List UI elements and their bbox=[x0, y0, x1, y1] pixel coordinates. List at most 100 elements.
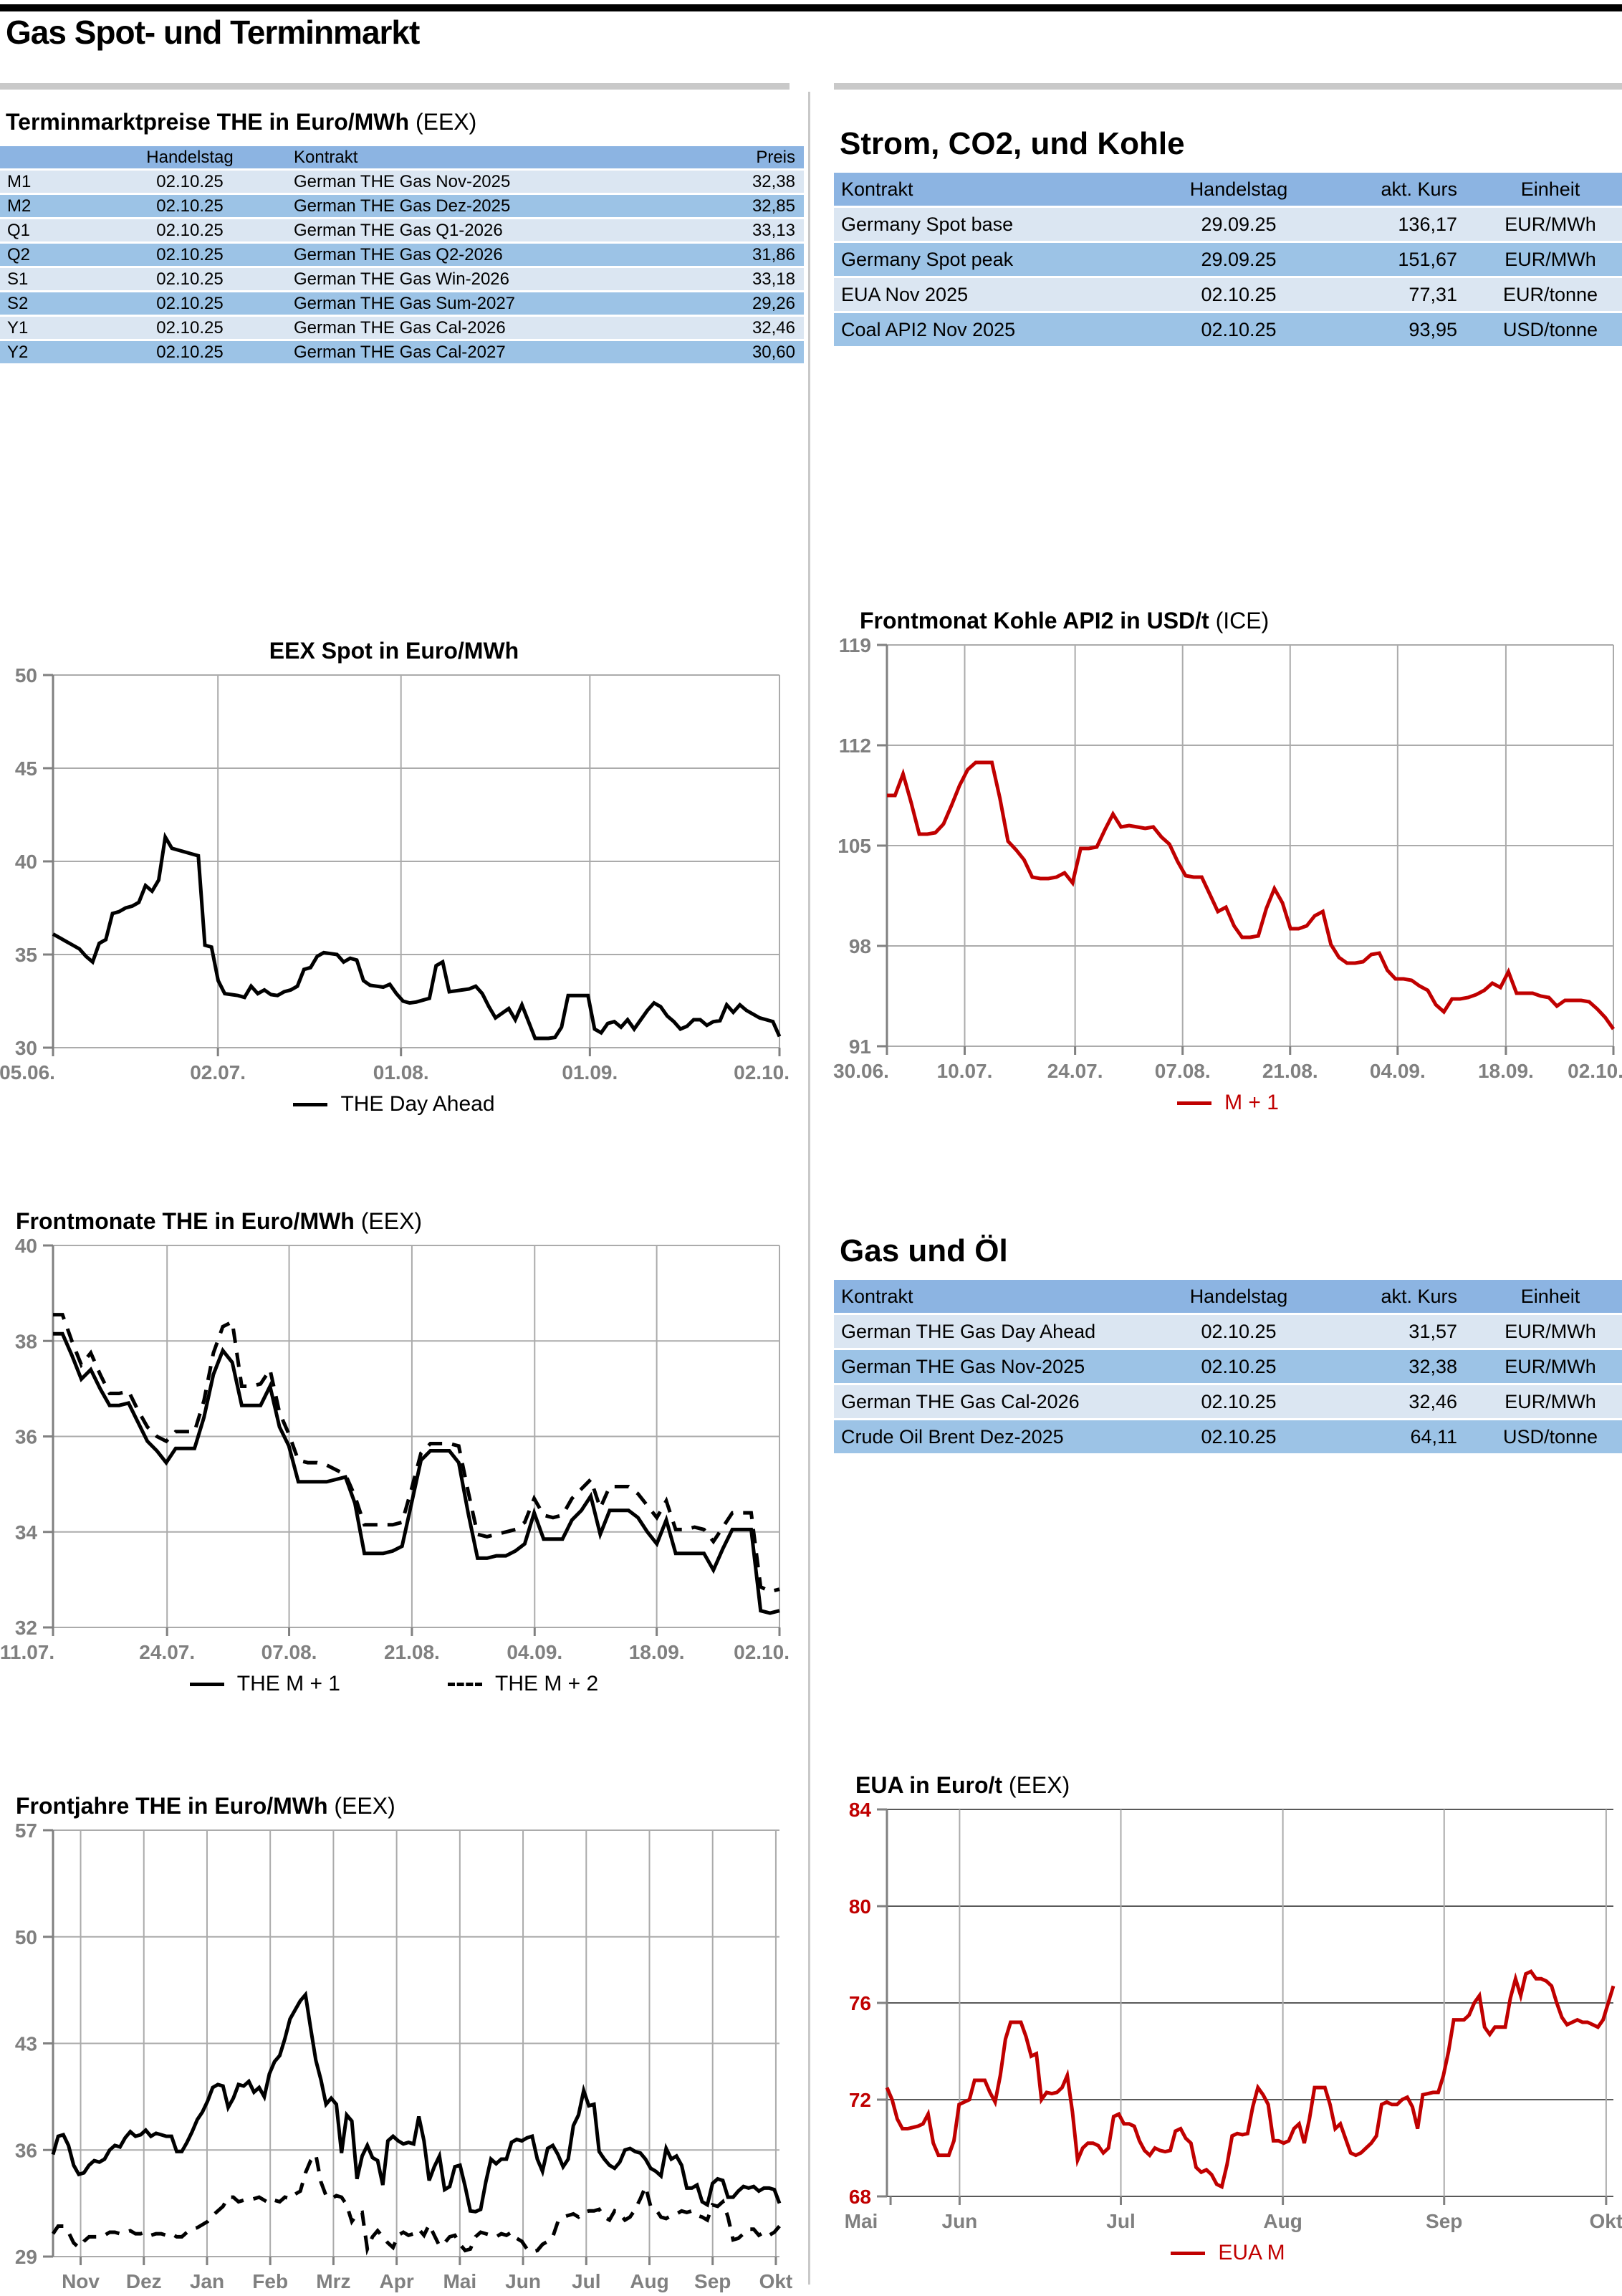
svg-text:04.09.: 04.09. bbox=[1370, 1060, 1426, 1082]
table-cell: German THE Gas Cal-2027 bbox=[294, 341, 681, 363]
table-cell: EUR/MWh bbox=[1464, 243, 1622, 276]
legend-label: EUA M bbox=[1218, 2241, 1285, 2264]
svg-text:21.08.: 21.08. bbox=[1262, 1060, 1318, 1082]
svg-text:119: 119 bbox=[839, 634, 871, 656]
legend-label: THE Day Ahead bbox=[340, 1092, 495, 1116]
table-cell: 31,57 bbox=[1335, 1315, 1464, 1348]
svg-text:01.08.: 01.08. bbox=[373, 1061, 429, 1084]
legend-label: M + 1 bbox=[1224, 1091, 1279, 1114]
legend-item: M + 1 bbox=[1177, 1091, 1279, 1115]
svg-text:68: 68 bbox=[849, 2186, 871, 2208]
column-header: Handelstag bbox=[1142, 1280, 1335, 1313]
frontjahre-the-series-the-y-1 bbox=[51, 1990, 782, 2214]
table-cell: 32,38 bbox=[681, 171, 804, 193]
table-row: Q2 02.10.25 German THE Gas Q2-2026 31,86 bbox=[0, 244, 804, 266]
table-row: German THE Gas Nov-2025 02.10.25 32,38 EUR/… bbox=[834, 1350, 1622, 1383]
table-cell: 29.09.25 bbox=[1142, 208, 1335, 241]
table-cell: German THE Gas Sum-2027 bbox=[294, 292, 681, 315]
table-row: Germany Spot base 29.09.25 136,17 EUR/MWh bbox=[834, 208, 1622, 241]
table-cell: USD/tonne bbox=[1464, 1420, 1622, 1453]
right-column-rule bbox=[834, 83, 1622, 90]
futures-table-title-suffix: (EEX) bbox=[415, 109, 477, 135]
svg-text:02.10.: 02.10. bbox=[734, 1641, 790, 1663]
column-header bbox=[0, 146, 86, 168]
power-co2-coal-title: Strom, CO2, und Kohle bbox=[840, 126, 1185, 161]
table-cell: M1 bbox=[0, 171, 86, 193]
svg-text:Jun: Jun bbox=[942, 2210, 978, 2232]
frontmonate-the-legend: THE M + 1 THE M + 2 bbox=[0, 1672, 788, 1696]
svg-text:50: 50 bbox=[15, 1926, 37, 1948]
svg-text:30: 30 bbox=[15, 1037, 37, 1059]
table-row: Crude Oil Brent Dez-2025 02.10.25 64,11 USD… bbox=[834, 1420, 1622, 1453]
svg-text:10.07.: 10.07. bbox=[937, 1060, 993, 1082]
svg-text:84: 84 bbox=[849, 1799, 872, 1821]
table-cell: 02.10.25 bbox=[1142, 1350, 1335, 1383]
svg-text:07.08.: 07.08. bbox=[261, 1641, 317, 1663]
column-header: Einheit bbox=[1464, 173, 1622, 206]
svg-text:Mai: Mai bbox=[845, 2210, 878, 2232]
svg-text:Jul: Jul bbox=[572, 2270, 600, 2292]
table-cell: 02.10.25 bbox=[86, 171, 294, 193]
svg-text:02.10.: 02.10. bbox=[734, 1061, 790, 1084]
frontmonate-the-canvas: 32 34 36 38 40 11.07. 24.07. 07.08. 21.08. 04.09.… bbox=[0, 1235, 790, 1663]
left-column-rule bbox=[0, 83, 790, 90]
table-cell: 30,60 bbox=[681, 341, 804, 363]
table-cell: 02.10.25 bbox=[1142, 1315, 1335, 1348]
svg-text:Mai: Mai bbox=[443, 2270, 476, 2292]
right-column: Strom, CO2, und Kohle Kontrakt Handelstag… bbox=[833, 93, 1622, 2265]
svg-text:91: 91 bbox=[849, 1035, 871, 1058]
table-cell: 02.10.25 bbox=[86, 195, 294, 217]
table-row: German THE Gas Cal-2026 02.10.25 32,46 EUR/… bbox=[834, 1385, 1622, 1418]
table-header-row: Kontrakt Handelstag akt. Kurs Einheit bbox=[834, 173, 1622, 206]
table-cell: 02.10.25 bbox=[86, 317, 294, 339]
table-cell: 02.10.25 bbox=[1142, 1385, 1335, 1418]
svg-text:32: 32 bbox=[15, 1617, 37, 1639]
table-cell: 02.10.25 bbox=[86, 268, 294, 290]
column-header: akt. Kurs bbox=[1335, 173, 1464, 206]
table-cell: S1 bbox=[0, 268, 86, 290]
svg-text:Jan: Jan bbox=[190, 2270, 224, 2292]
table-cell: 64,11 bbox=[1335, 1420, 1464, 1453]
svg-text:Jul: Jul bbox=[1106, 2210, 1135, 2232]
svg-text:57: 57 bbox=[15, 1819, 37, 1842]
column-divider bbox=[808, 92, 810, 2285]
table-cell: German THE Gas Q2-2026 bbox=[294, 244, 681, 266]
svg-text:05.06.: 05.06. bbox=[0, 1061, 55, 1084]
table-cell: 02.10.25 bbox=[1142, 1420, 1335, 1453]
table-cell: 93,95 bbox=[1335, 313, 1464, 346]
kohle-api2-legend: M + 1 bbox=[834, 1091, 1622, 1115]
legend-item: EUA M bbox=[1171, 2241, 1285, 2265]
svg-text:Sep: Sep bbox=[1426, 2210, 1462, 2232]
table-cell: 33,13 bbox=[681, 219, 804, 241]
svg-text:Feb: Feb bbox=[252, 2270, 288, 2292]
svg-text:Apr: Apr bbox=[380, 2270, 414, 2292]
table-row: Y1 02.10.25 German THE Gas Cal-2026 32,46 bbox=[0, 317, 804, 339]
svg-text:38: 38 bbox=[15, 1330, 37, 1352]
table-cell: 77,31 bbox=[1335, 278, 1464, 311]
table-cell: Y2 bbox=[0, 341, 86, 363]
futures-table-title: Terminmarktpreise THE in Euro/MWh (EEX) bbox=[6, 109, 790, 135]
svg-text:105: 105 bbox=[838, 835, 871, 857]
svg-text:04.09.: 04.09. bbox=[507, 1641, 562, 1663]
table-row: Germany Spot peak 29.09.25 151,67 EUR/MWh bbox=[834, 243, 1622, 276]
power-co2-coal-table: Kontrakt Handelstag akt. Kurs Einheit German… bbox=[834, 171, 1622, 348]
svg-text:40: 40 bbox=[15, 851, 37, 873]
table-row: EUA Nov 2025 02.10.25 77,31 EUR/tonne bbox=[834, 278, 1622, 311]
table-cell: M2 bbox=[0, 195, 86, 217]
svg-text:01.09.: 01.09. bbox=[562, 1061, 618, 1084]
table-cell: Q1 bbox=[0, 219, 86, 241]
legend-swatch bbox=[1171, 2251, 1206, 2255]
table-row: S1 02.10.25 German THE Gas Win-2026 33,18 bbox=[0, 268, 804, 290]
svg-text:Mrz: Mrz bbox=[316, 2270, 350, 2292]
svg-text:72: 72 bbox=[849, 2089, 871, 2111]
eua-legend: EUA M bbox=[834, 2241, 1622, 2265]
svg-text:80: 80 bbox=[849, 1895, 871, 1918]
futures-table-title-text: Terminmarktpreise THE in Euro/MWh bbox=[6, 109, 410, 135]
table-cell: EUR/MWh bbox=[1464, 1350, 1622, 1383]
table-cell: 02.10.25 bbox=[86, 244, 294, 266]
svg-text:45: 45 bbox=[15, 757, 37, 780]
gas-oil-table: Kontrakt Handelstag akt. Kurs Einheit German… bbox=[834, 1278, 1622, 1455]
frontmonate-the-title: Frontmonate THE in Euro/MWh (EEX) bbox=[16, 1208, 423, 1234]
table-cell: 32,46 bbox=[1335, 1385, 1464, 1418]
legend-label: THE M + 1 bbox=[236, 1672, 340, 1695]
